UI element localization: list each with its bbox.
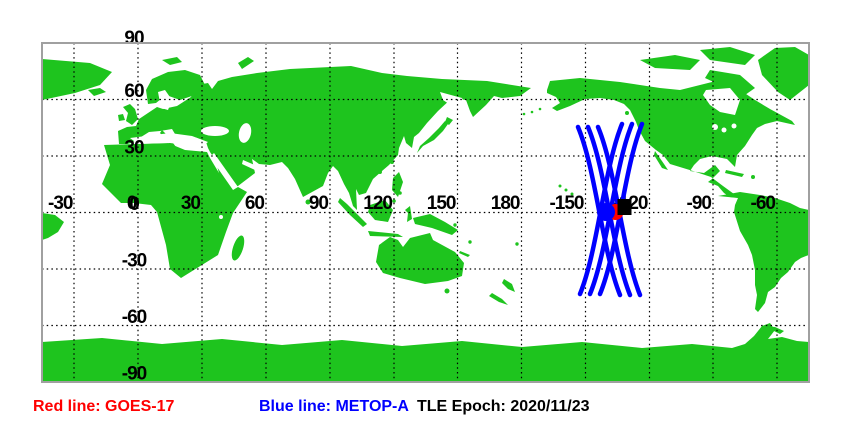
metopa-position-marker [597, 203, 615, 221]
latitude-labels: 90 60 30 0 -30 -60 -90 [122, 28, 148, 385]
satellite-markers [597, 199, 632, 221]
lat-label: 60 [124, 81, 144, 102]
lon-label: 150 [427, 193, 456, 214]
latlon-grid [42, 43, 809, 382]
lon-label: 120 [363, 193, 392, 214]
lat-label: 30 [124, 138, 144, 159]
legend-tle-epoch: TLE Epoch: 2020/11/23 [417, 398, 590, 415]
lat-label: -90 [122, 364, 147, 385]
lat-label: 0 [129, 194, 139, 215]
lon-label: 90 [309, 193, 329, 214]
longitude-labels: -30 0 30 60 90 120 150 180 -150 -120 -90… [48, 193, 776, 214]
continents [42, 47, 809, 382]
lon-label: 0 [127, 193, 137, 214]
lat-label: 90 [124, 28, 144, 49]
lon-label: 180 [491, 193, 520, 214]
lon-label: -90 [687, 193, 712, 214]
world-map: -30 0 30 60 90 120 150 180 -150 -120 -90… [41, 28, 810, 385]
lon-label: -150 [549, 193, 583, 214]
legend-metopa: Blue line: METOP-A [259, 398, 409, 415]
lat-label: -30 [122, 251, 147, 272]
legend-goes17: Red line: GOES-17 [33, 398, 175, 415]
lon-label: 30 [181, 193, 201, 214]
epoch-position-marker [617, 199, 632, 215]
lon-label: -60 [751, 193, 776, 214]
lon-label: -30 [48, 193, 73, 214]
lat-label: -60 [122, 307, 147, 328]
lon-label: 60 [245, 193, 265, 214]
map-border [41, 42, 810, 383]
